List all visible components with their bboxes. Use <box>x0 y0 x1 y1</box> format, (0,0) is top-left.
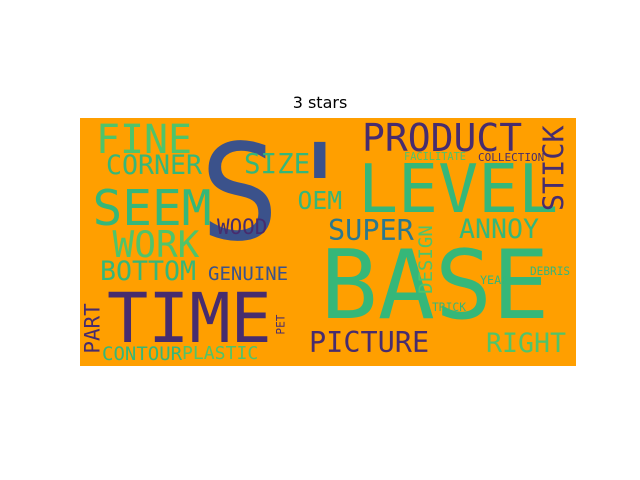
word-seem: SEEM <box>92 178 212 237</box>
chart-title: 3 stars <box>292 93 348 112</box>
word-time: TIME <box>107 280 272 359</box>
word-picture: PICTURE <box>309 325 430 359</box>
word-s-apostrophe: S' <box>199 118 361 271</box>
word-wood: WOOD <box>217 214 268 239</box>
word-oem: OEM <box>297 185 343 215</box>
word-design: DESIGN <box>414 224 437 294</box>
word-contour: CONTOUR <box>102 342 183 365</box>
word-bottom: BOTTOM <box>100 255 197 287</box>
word-trick: TRICK <box>432 300 467 314</box>
word-work: WORK <box>112 224 200 266</box>
word-cloud: BASE S' TIME LEVEL SEEM PRODUCT FINE WOR… <box>80 118 576 366</box>
word-plastic: PLASTIC <box>182 343 259 364</box>
word-base: BASE <box>320 230 550 341</box>
word-corner: CORNER <box>106 149 203 181</box>
word-part: PART <box>80 302 105 354</box>
word-year: YEAR <box>480 273 509 287</box>
word-annoy: ANNOY <box>459 213 540 245</box>
word-fine: FINE <box>96 118 193 163</box>
word-level: LEVEL <box>358 149 559 228</box>
word-super: SUPER <box>328 213 414 247</box>
word-collection: COLLECTION <box>478 150 545 164</box>
word-stick: STICK <box>537 124 571 211</box>
word-size: SIZE <box>244 148 311 180</box>
word-product: PRODUCT <box>362 118 523 160</box>
word-debris: DEBRIS <box>530 264 571 278</box>
word-genuine: GENUINE <box>208 262 289 285</box>
word-facilitate: FACILITATE <box>404 151 466 163</box>
word-pet: PET <box>274 314 288 335</box>
word-right: RIGHT <box>486 327 567 359</box>
